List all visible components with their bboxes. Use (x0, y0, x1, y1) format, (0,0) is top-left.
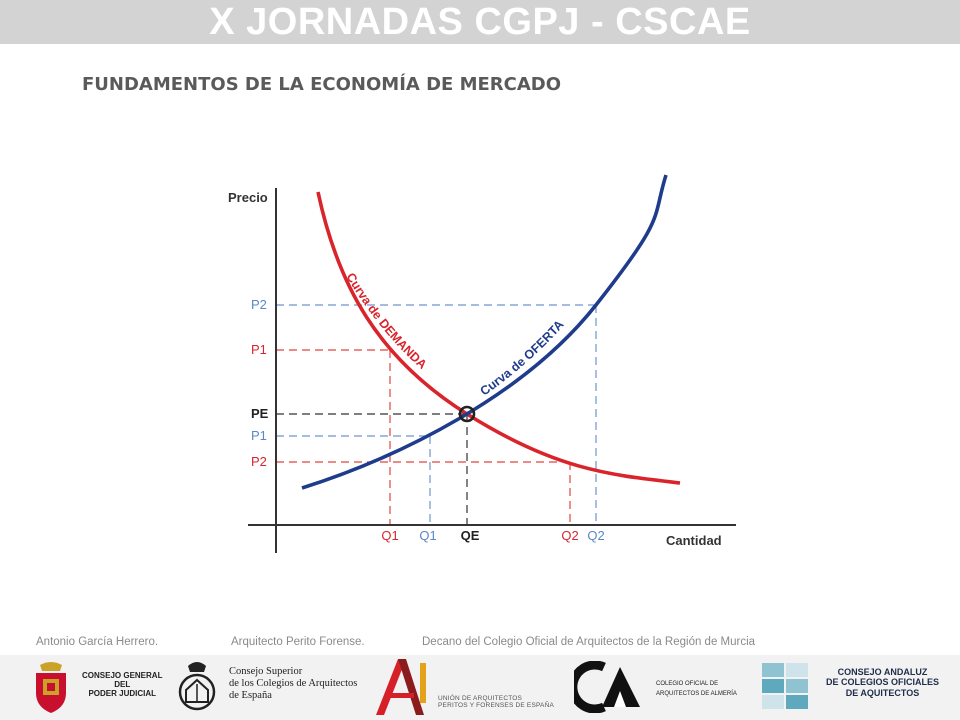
equilibrium-point (458, 405, 476, 423)
uaa-logo-text: UNIÓN DE ARQUITECTOS PERITOS Y FORENSES … (438, 695, 555, 710)
ca-logo-icon (574, 661, 640, 713)
demand-curve (316, 191, 681, 485)
footer-author: Antonio García Herrero. (36, 636, 159, 648)
quantity-label-q1-red: Q1 (381, 528, 398, 543)
price-label-pe: PE (251, 406, 269, 421)
quantity-label-q1-blue: Q1 (419, 528, 436, 543)
cgpj-logo-text: CONSEJO GENERAL DEL PODER JUDICIAL (82, 671, 163, 699)
grid-squares-icon (762, 663, 808, 709)
demand-curve-label: Curva de DEMANDA (343, 270, 429, 371)
supply-curve (301, 174, 668, 490)
coa-almeria-logo-text: COLEGIO OFICIAL DE ARQUITECTOS DE ALMERÍ… (656, 681, 737, 697)
footer-role: Arquitecto Perito Forense. (231, 636, 365, 648)
y-axis-label: Precio (228, 190, 268, 205)
footer-position: Decano del Colegio Oficial de Arquitecto… (422, 636, 756, 648)
crest-icon (178, 662, 216, 711)
header-bar: X JORNADAS CGPJ - CSCAE (0, 0, 960, 44)
quantity-label-qe: QE (461, 528, 480, 543)
cacoa-logo-text: CONSEJO ANDALUZ DE COLEGIOS OFICIALES DE… (826, 667, 940, 698)
cscae-logo-text: Consejo Superior de los Colegios de Arqu… (229, 666, 358, 702)
supply-curve-label: Curva de OFERTA (478, 317, 567, 398)
coat-of-arms-icon (36, 662, 66, 713)
quantity-label-q2-red: Q2 (561, 528, 578, 543)
x-axis-label: Cantidad (666, 533, 722, 548)
price-label-p2-top: P2 (251, 297, 267, 312)
a-letter-icon (376, 659, 426, 715)
quantity-label-q2-blue: Q2 (587, 528, 604, 543)
price-label-p1-top: P1 (251, 342, 267, 357)
header-title: X JORNADAS CGPJ - CSCAE (209, 1, 751, 43)
price-label-p2-bottom: P2 (251, 454, 267, 469)
logo-strip: CONSEJO GENERAL DEL PODER JUDICIAL Conse… (0, 655, 960, 720)
supply-demand-diagram: Curva de DEMANDA Curva de OFERTA Precio … (228, 174, 736, 553)
price-label-p1-bottom: P1 (251, 428, 267, 443)
slide-title: FUNDAMENTOS DE LA ECONOMÍA DE MERCADO (82, 74, 562, 95)
